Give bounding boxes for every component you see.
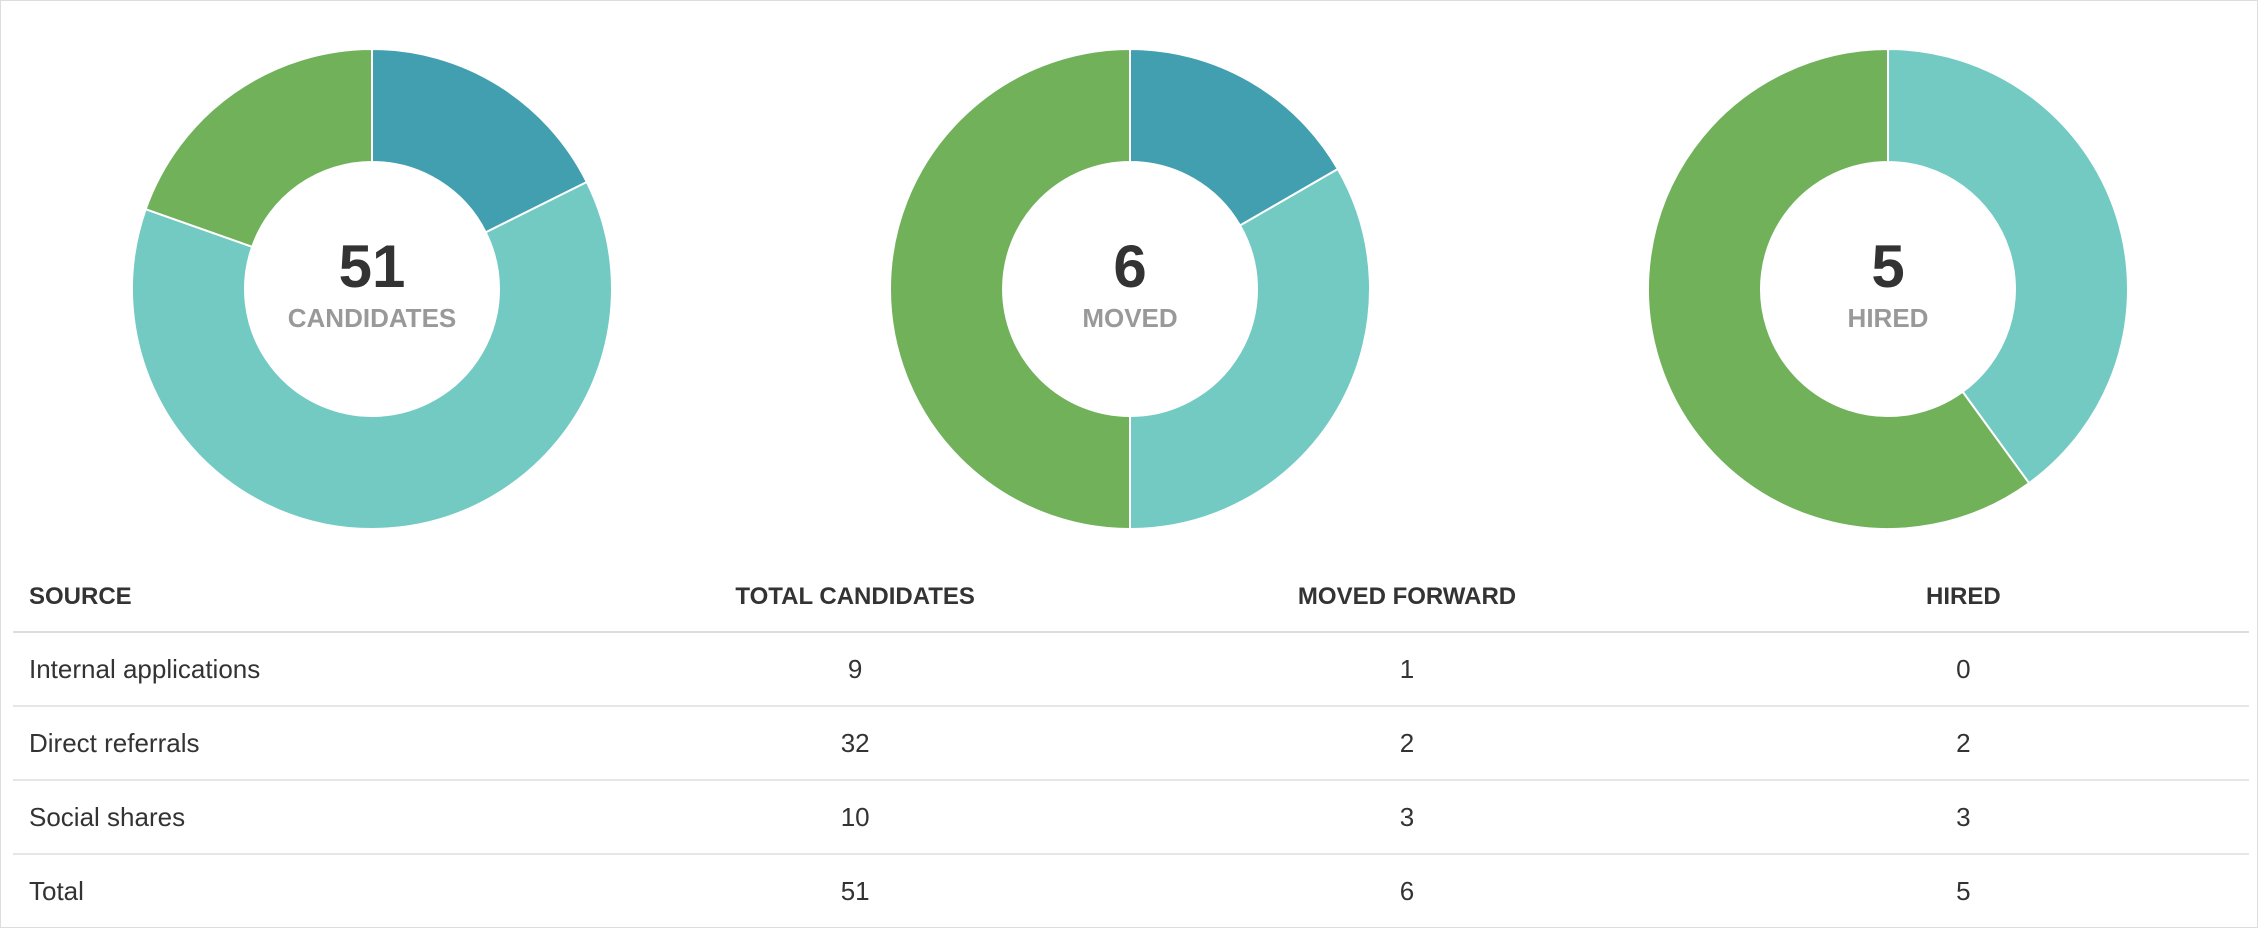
donut-chart-hired — [1647, 48, 2129, 530]
donut-chart-candidates — [131, 48, 613, 530]
cell-hired: 2 — [1677, 706, 2249, 781]
cell-moved: 2 — [1136, 706, 1678, 781]
donut-slice-direct-referrals — [131, 181, 613, 530]
header-moved-forward: MOVED FORWARD — [1136, 563, 1678, 633]
cell-source: Direct referrals — [13, 706, 574, 781]
donut-center-value-moved: 6 — [1113, 233, 1147, 300]
header-hired: HIRED — [1677, 563, 2249, 633]
donut-charts — [131, 48, 2129, 530]
table-row: Direct referrals 32 2 2 — [13, 706, 2249, 781]
cell-total: 32 — [573, 706, 1137, 781]
table-header-row: SOURCE TOTAL CANDIDATES MOVED FORWARD HI… — [13, 563, 2249, 633]
cell-hired: 0 — [1677, 632, 2249, 707]
sources-table: SOURCE TOTAL CANDIDATES MOVED FORWARD HI… — [13, 563, 2249, 927]
donut-center-label-hired: HIRED — [1847, 303, 1929, 333]
table-row: Social shares 10 3 3 — [13, 780, 2249, 855]
table-row: Internal applications 9 1 0 — [13, 632, 2249, 707]
cell-source: Social shares — [13, 780, 574, 855]
cell-total: 10 — [573, 780, 1137, 855]
donut-center-value-hired: 5 — [1871, 233, 1905, 300]
cell-hired: 3 — [1677, 780, 2249, 855]
donut-slice-direct-referrals — [1887, 48, 2129, 485]
donut-slice-internal-applications — [1129, 48, 1339, 227]
donut-center-label-moved: MOVED — [1082, 303, 1178, 333]
donut-slice-social-shares — [889, 48, 1131, 530]
donut-chart-moved — [889, 48, 1371, 530]
donut-center-label-candidates: CANDIDATES — [287, 303, 457, 333]
cell-total: 51 — [840, 875, 870, 906]
cell-moved: 1 — [1136, 632, 1678, 707]
cell-moved: 3 — [1136, 780, 1678, 855]
donut-slice-social-shares — [1647, 48, 2031, 530]
donut-slice-direct-referrals — [1129, 168, 1371, 530]
table-row-total: Total 51 6 5 — [13, 854, 2249, 927]
cell-total: 9 — [573, 632, 1137, 707]
cell-hired: 5 — [1956, 875, 1971, 906]
header-total-candidates: TOTAL CANDIDATES — [573, 563, 1137, 633]
donut-slice-social-shares — [144, 48, 373, 248]
cell-source: Total — [29, 875, 84, 906]
cell-source: Internal applications — [13, 632, 574, 707]
donut-slice-internal-applications — [371, 48, 588, 234]
cell-moved: 6 — [1399, 875, 1415, 906]
donut-center-value-candidates: 51 — [338, 233, 406, 300]
header-source: SOURCE — [13, 563, 574, 633]
